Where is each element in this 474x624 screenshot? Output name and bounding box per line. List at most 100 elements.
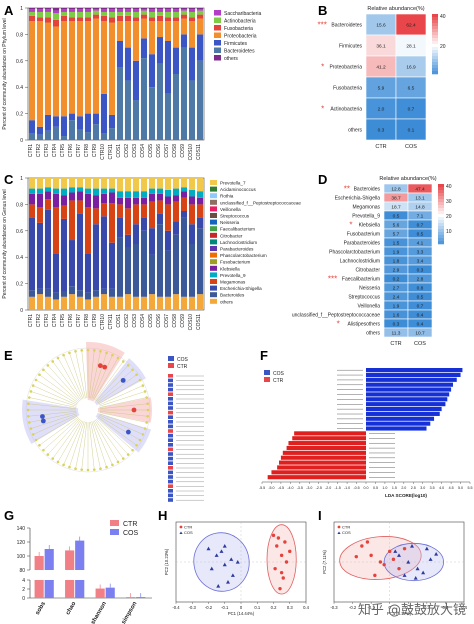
- x-tick-label: CTR2: [36, 314, 42, 327]
- column-label: CTR: [390, 341, 401, 347]
- x-tick-label: -5.5: [259, 486, 265, 490]
- lda-bar: [282, 450, 366, 455]
- x-tick-label: COS3: [132, 144, 138, 158]
- bar-segment: [132, 191, 140, 198]
- x-tick-label: CTR6: [68, 144, 74, 157]
- bar-segment: [44, 114, 52, 131]
- panel-label-d: D: [318, 172, 328, 187]
- bar-segment: [116, 67, 124, 140]
- pcoa-plot-I: -0.3 -0.2 -0.1 0 0.1 0.2 0.3 0.4 PC1 (8.77%) PC2 …: [322, 521, 468, 616]
- clado-branch: [93, 357, 119, 400]
- bar-segment: [44, 288, 52, 297]
- clado-leaf-node: [143, 390, 147, 393]
- x-tick-label: chao: [65, 601, 77, 616]
- bar-segment: [196, 34, 204, 61]
- cell-value: 1.9: [393, 250, 400, 256]
- cell-value: 36.1: [376, 44, 386, 50]
- bar-segment: [28, 193, 36, 205]
- colorbar-step: [432, 35, 438, 39]
- x-tick-label: COS2: [124, 314, 130, 328]
- legend-label: Veillonella: [220, 207, 241, 212]
- legend-label: COS: [123, 530, 139, 537]
- cell-value: 5.6: [393, 223, 400, 229]
- x-tick-label: -1.0: [344, 486, 350, 490]
- cos-point: [410, 544, 414, 548]
- bar-segment: [36, 294, 44, 310]
- legend-swatch: [214, 10, 221, 16]
- bar-segment: [84, 17, 92, 22]
- y-tick-label: 4: [22, 578, 25, 584]
- legend-swatch: [210, 219, 217, 225]
- bar-segment: [188, 21, 196, 48]
- bar-segment: [148, 294, 156, 310]
- bar-segment: [196, 14, 204, 19]
- bar-segment: [148, 254, 156, 295]
- bar-segment: [92, 18, 100, 114]
- cell-value: 18.7: [391, 205, 401, 211]
- bar-segment: [148, 193, 156, 202]
- clado-leaf-node: [29, 390, 33, 393]
- row-label: Faecalibacterium: [342, 277, 380, 283]
- bar-segment: [172, 9, 180, 12]
- bar-segment: [188, 9, 196, 12]
- clade-key-swatch: [168, 429, 173, 433]
- clado-branch: [30, 391, 77, 407]
- bar-segment: [148, 17, 156, 22]
- bar-segment: [156, 37, 164, 64]
- x-tick-label: CTR2: [36, 144, 42, 157]
- bar-segment: [108, 9, 116, 12]
- x-tick-label: CTR4: [52, 144, 58, 157]
- ctr-point: [354, 554, 358, 559]
- bar-segment: [164, 189, 172, 197]
- group-ellipse: [383, 542, 444, 582]
- x-tick-label: COS4: [140, 144, 146, 158]
- bar-segment: [180, 8, 188, 10]
- legend-swatch: [210, 193, 217, 199]
- cell-value: 2.4: [393, 295, 400, 301]
- cell-value: 0.4: [417, 322, 424, 328]
- cell-value: 38.7: [391, 196, 401, 202]
- bar-segment: [76, 191, 84, 201]
- clado-leaf-node: [80, 468, 84, 471]
- cell-value: 0.5: [417, 232, 424, 238]
- colorbar-step: [438, 238, 444, 242]
- bar-segment: [164, 296, 172, 310]
- row-label: Parabacteroides: [344, 241, 381, 247]
- cos-point: [230, 573, 235, 577]
- x-tick-label: 4.5: [449, 486, 454, 490]
- clade-key-swatch: [168, 387, 173, 392]
- bar-segment: [100, 15, 108, 22]
- bar-base: [65, 580, 75, 598]
- bar-segment: [156, 213, 164, 225]
- bar-segment: [108, 114, 116, 129]
- legend-swatch: [214, 17, 221, 23]
- legend-label: Escherichia-Shigella: [220, 286, 262, 291]
- bar-segment: [60, 11, 68, 16]
- legend-label: CTR: [123, 521, 137, 528]
- legend-label: Bacteroidetes: [224, 49, 255, 55]
- bar-segment: [180, 18, 188, 35]
- clado-branch: [47, 418, 81, 455]
- bar-segment: [156, 188, 164, 194]
- x-tick-label: COS10: [188, 314, 194, 331]
- bar-segment: [196, 197, 204, 205]
- bar-segment: [92, 113, 100, 125]
- legend-label: Lachnoclostridium: [220, 240, 257, 245]
- clado-leaf-node: [138, 378, 142, 382]
- clade-key-swatch: [168, 470, 173, 475]
- clado-leaf-node: [42, 368, 45, 372]
- bar-segment: [76, 17, 84, 22]
- cos-point: [397, 553, 401, 557]
- bar-segment: [164, 11, 172, 18]
- x-tick-label: COS3: [132, 314, 138, 328]
- cell-value: 0.1: [408, 128, 415, 134]
- column-label: CTR: [375, 144, 386, 150]
- legend-swatch: [210, 213, 217, 218]
- bar-segment: [140, 58, 148, 140]
- ctr-point: [273, 566, 277, 571]
- x-tick-label: -4.5: [278, 486, 284, 490]
- colorbar-step: [432, 20, 438, 24]
- x-tick-label: COS9: [180, 314, 186, 328]
- bar-segment: [124, 294, 132, 310]
- bar-segment: [28, 296, 36, 310]
